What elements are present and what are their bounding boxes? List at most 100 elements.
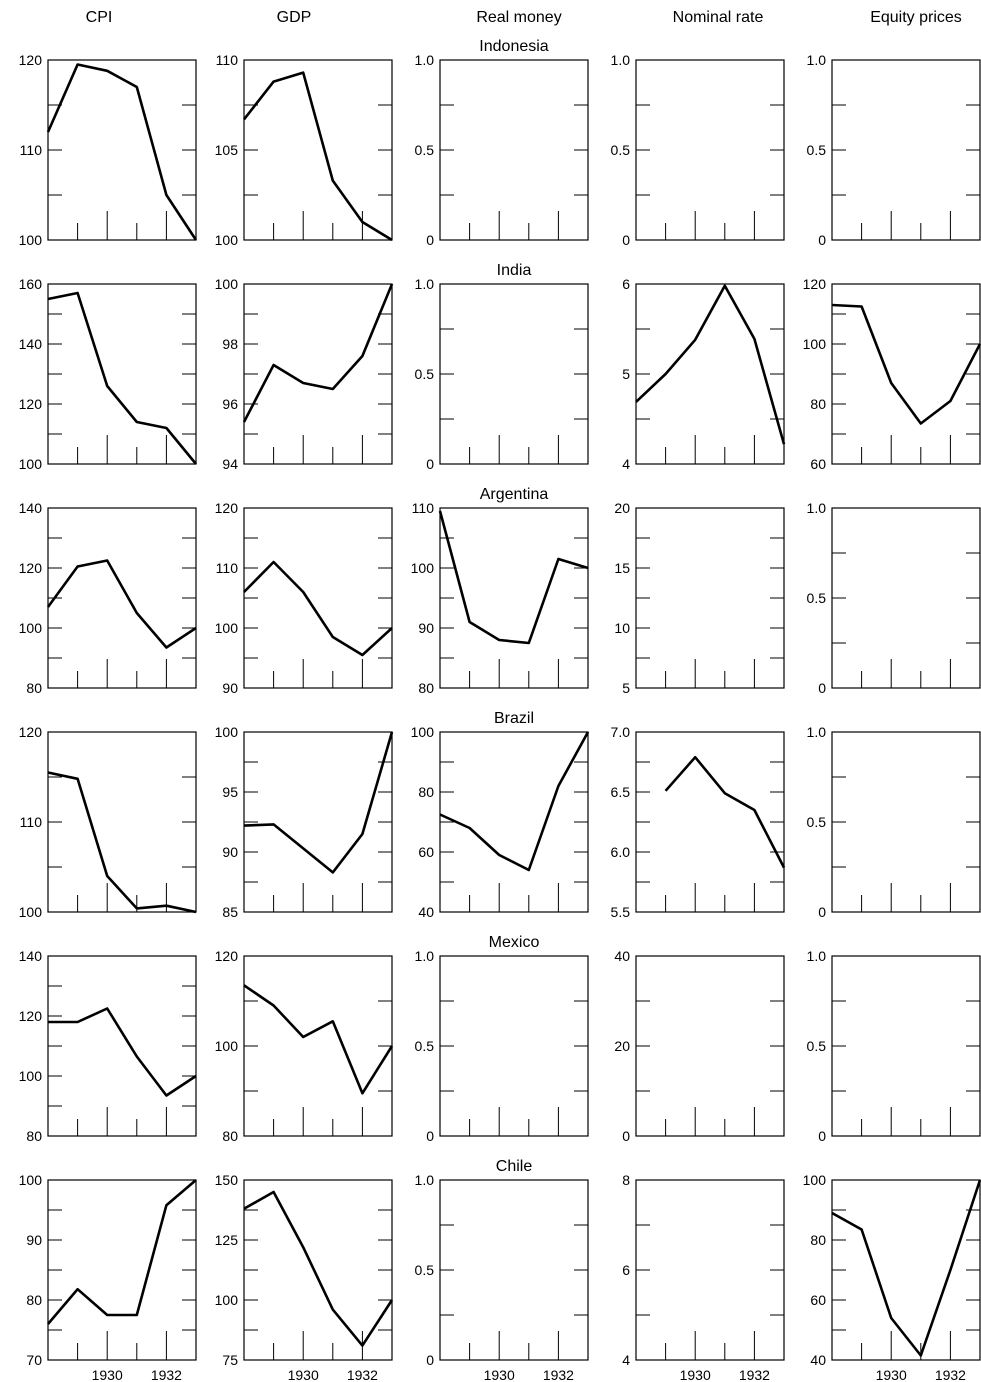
- row-title-argentina: Argentina: [480, 486, 549, 503]
- panel-indonesia-cpi-frame: [47, 59, 197, 241]
- panel-brazil-cpi-ytick-label: 100: [19, 904, 43, 920]
- panel-indonesia-equity-prices-ytick-label: 0: [818, 232, 826, 248]
- panel-argentina-real-money-series-line: [438, 510, 589, 645]
- panel-chile-nominal-rate-ytick-label: 6: [622, 1262, 630, 1278]
- panel-chile-gdp-xtick-label-1932: 1932: [347, 1367, 378, 1382]
- panel-chile-cpi-ytick-label: 70: [26, 1352, 42, 1368]
- panel-indonesia-equity-prices-frame: [831, 59, 981, 241]
- panel-chile-cpi-frame: [47, 1179, 197, 1361]
- column-header-equity-prices: Equity prices: [870, 9, 962, 26]
- panel-india-real-money-ytick-label: 0: [426, 456, 434, 472]
- panel-mexico-equity-prices-frame: [831, 955, 981, 1137]
- panel-mexico-gdp-ytick-label: 120: [215, 948, 239, 964]
- column-header-nominal-rate: Nominal rate: [673, 9, 764, 26]
- panel-argentina-gdp-frame: [243, 507, 393, 689]
- panel-india-real-money-frame: [439, 283, 589, 465]
- panel-chile-real-money-xtick-label-1932: 1932: [543, 1367, 574, 1382]
- panel-argentina-cpi-ytick-label: 100: [19, 620, 43, 636]
- row-title-indonesia: Indonesia: [479, 38, 548, 55]
- panel-argentina-cpi-frame: [47, 507, 197, 689]
- panel-chile-nominal-rate-xtick-label-1930: 1930: [680, 1367, 711, 1382]
- panel-india-nominal-rate-ytick-label: 6: [622, 276, 630, 292]
- panel-india-nominal-rate-ytick-label: 4: [622, 456, 630, 472]
- panel-mexico-real-money-ytick-label: 0: [426, 1128, 434, 1144]
- panel-mexico-equity-prices-ytick-label: 1.0: [807, 948, 827, 964]
- panel-chile-equity-prices-frame: [831, 1179, 981, 1361]
- panel-mexico-nominal-rate-frame: [635, 955, 785, 1137]
- panel-brazil-nominal-rate-series-line: [664, 755, 786, 869]
- panel-indonesia-cpi-ytick-label: 100: [19, 232, 43, 248]
- panel-india-cpi-ytick-label: 140: [19, 336, 43, 352]
- panel-chile-gdp-ytick-label: 75: [222, 1352, 238, 1368]
- panel-chile-nominal-rate-frame: [635, 1179, 785, 1361]
- panel-argentina-equity-prices-ytick-label: 0.5: [807, 590, 827, 606]
- panel-brazil-equity-prices-ytick-label: 0.5: [807, 814, 827, 830]
- panel-argentina-real-money-ytick-label: 80: [418, 680, 434, 696]
- panel-brazil-equity-prices-ytick-label: 0: [818, 904, 826, 920]
- panel-chile-equity-prices-ytick-label: 60: [810, 1292, 826, 1308]
- row-title-brazil: Brazil: [494, 710, 534, 727]
- panel-india-real-money-ytick-label: 1.0: [415, 276, 435, 292]
- panel-argentina-cpi-ytick-label: 140: [19, 500, 43, 516]
- panel-india-cpi-series-line: [47, 291, 198, 465]
- panel-india-equity-prices-ytick-label: 80: [810, 396, 826, 412]
- panel-india-gdp-series-line: [242, 283, 394, 423]
- panel-chile-equity-prices-ytick-label: 40: [810, 1352, 826, 1368]
- panel-brazil-gdp-ytick-label: 95: [222, 784, 238, 800]
- panel-brazil-nominal-rate-ytick-label: 5.5: [611, 904, 631, 920]
- panel-india-nominal-rate-ytick-label: 5: [622, 366, 630, 382]
- panel-indonesia-real-money-frame: [439, 59, 589, 241]
- panel-chile-equity-prices-series-line: [831, 1179, 981, 1357]
- panel-indonesia-real-money-ytick-label: 0.5: [415, 142, 435, 158]
- panel-india-equity-prices-series-line: [831, 303, 981, 425]
- panel-india-equity-prices-ytick-label: 60: [810, 456, 826, 472]
- column-header-gdp: GDP: [277, 9, 312, 26]
- row-title-india: India: [497, 262, 532, 279]
- panel-argentina-equity-prices-ytick-label: 1.0: [807, 500, 827, 516]
- panel-chile-cpi-ytick-label: 80: [26, 1292, 42, 1308]
- panel-brazil-cpi-series-line: [47, 771, 197, 914]
- panel-chile-nominal-rate-ytick-label: 8: [622, 1172, 630, 1188]
- panel-argentina-nominal-rate-ytick-label: 20: [614, 500, 630, 516]
- panel-chile-gdp-series-line: [243, 1190, 394, 1347]
- panel-argentina-gdp-series-line: [243, 560, 393, 657]
- panel-india-cpi-ytick-label: 120: [19, 396, 43, 412]
- panel-chile-nominal-rate-ytick-label: 4: [622, 1352, 630, 1368]
- panel-mexico-gdp-ytick-label: 100: [215, 1038, 239, 1054]
- panel-mexico-cpi-ytick-label: 100: [19, 1068, 43, 1084]
- panel-india-cpi-ytick-label: 160: [19, 276, 43, 292]
- panel-argentina-gdp-ytick-label: 110: [216, 560, 239, 576]
- panel-india-gdp-ytick-label: 100: [215, 276, 239, 292]
- panel-argentina-gdp-ytick-label: 120: [215, 500, 239, 516]
- panel-mexico-cpi-ytick-label: 120: [19, 1008, 43, 1024]
- panel-indonesia-nominal-rate-ytick-label: 0.5: [611, 142, 631, 158]
- panel-indonesia-gdp-ytick-label: 110: [216, 52, 239, 68]
- panel-argentina-equity-prices-ytick-label: 0: [818, 680, 826, 696]
- panel-chile-gdp-ytick-label: 100: [215, 1292, 239, 1308]
- panel-brazil-real-money-frame: [439, 731, 589, 913]
- panel-indonesia-equity-prices-ytick-label: 0.5: [807, 142, 827, 158]
- panel-chile-real-money-frame: [439, 1179, 589, 1361]
- panel-chile-cpi-series-line: [47, 1179, 197, 1325]
- panel-mexico-cpi-series-line: [48, 1007, 197, 1097]
- panel-argentina-nominal-rate-frame: [635, 507, 785, 689]
- panel-argentina-gdp-ytick-label: 100: [215, 620, 239, 636]
- panel-brazil-nominal-rate-ytick-label: 7.0: [611, 724, 631, 740]
- panel-mexico-gdp-ytick-label: 80: [222, 1128, 238, 1144]
- panel-brazil-cpi-frame: [47, 731, 197, 913]
- panel-argentina-nominal-rate-ytick-label: 15: [614, 560, 630, 576]
- panel-chile-real-money-ytick-label: 0.5: [415, 1262, 435, 1278]
- panel-chile-real-money-ytick-label: 0: [426, 1352, 434, 1368]
- panel-brazil-equity-prices-frame: [831, 731, 981, 913]
- panel-chile-equity-prices-xtick-label-1930: 1930: [876, 1367, 907, 1382]
- panel-indonesia-gdp-ytick-label: 100: [215, 232, 239, 248]
- panel-indonesia-cpi-ytick-label: 120: [19, 52, 43, 68]
- row-title-mexico: Mexico: [489, 934, 540, 951]
- panel-mexico-nominal-rate-ytick-label: 0: [622, 1128, 630, 1144]
- panel-chile-gdp-ytick-label: 150: [215, 1172, 239, 1188]
- panel-india-equity-prices-ytick-label: 100: [803, 336, 827, 352]
- panel-indonesia-gdp-series-line: [242, 71, 393, 242]
- panel-india-gdp-ytick-label: 94: [222, 456, 238, 472]
- panel-brazil-cpi-ytick-label: 110: [20, 814, 43, 830]
